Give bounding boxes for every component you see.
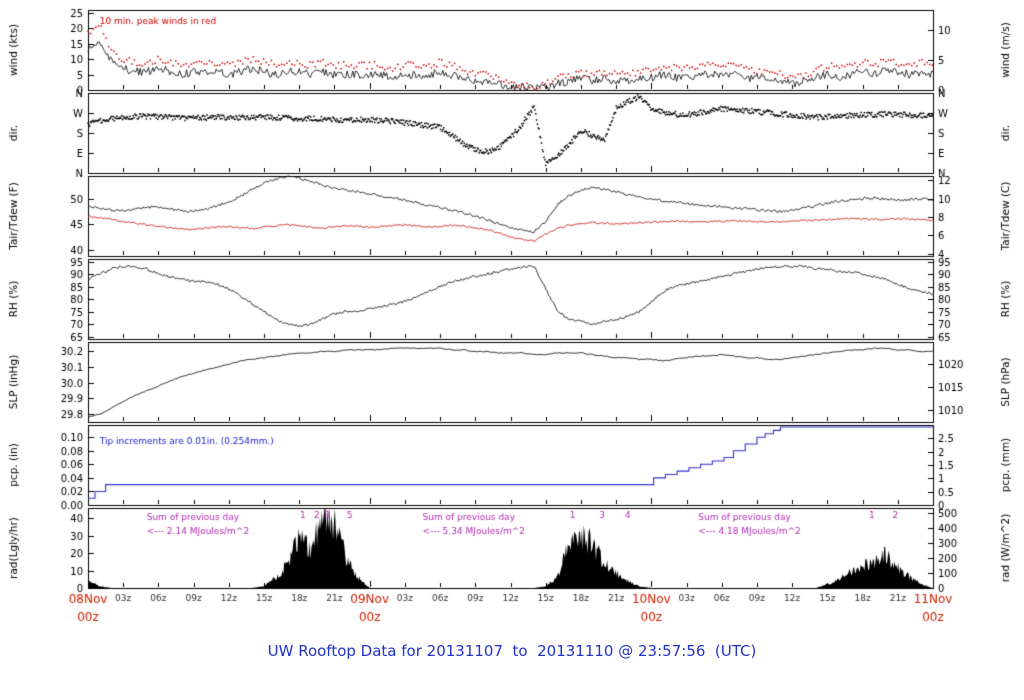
chart-title: UW Rooftop Data for 20131107 to 20131110… — [267, 642, 757, 660]
